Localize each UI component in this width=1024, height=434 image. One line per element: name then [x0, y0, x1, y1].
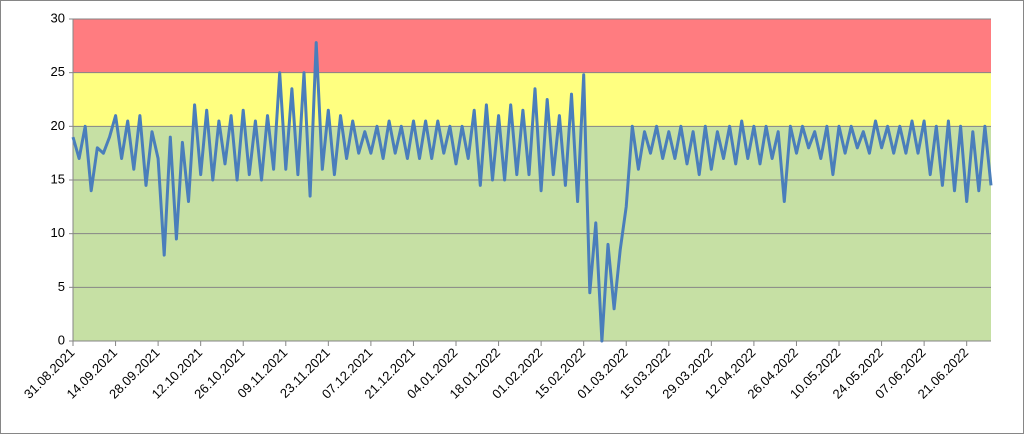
- y-tick-label: 15: [51, 171, 65, 186]
- threshold-band: [73, 19, 991, 73]
- y-tick-label: 5: [58, 279, 65, 294]
- y-tick-label: 25: [51, 64, 65, 79]
- y-tick-label: 20: [51, 118, 65, 133]
- y-tick-label: 30: [51, 10, 65, 25]
- y-tick-label: 0: [58, 332, 65, 347]
- y-tick-label: 10: [51, 225, 65, 240]
- data-line: [71, 41, 993, 343]
